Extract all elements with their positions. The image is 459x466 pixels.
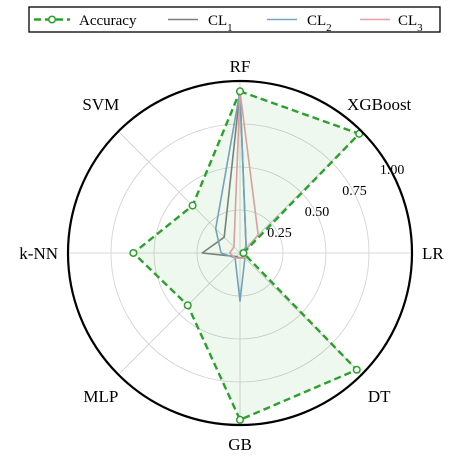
legend-entry-accuracy: Accuracy: [34, 13, 137, 29]
axis-label-gb: GB: [228, 435, 252, 454]
legend-entry-cl3: CL3: [360, 13, 423, 34]
axis-label-k-nn: k-NN: [19, 244, 58, 263]
legend: Accuracy CL1 CL2 CL3: [28, 6, 441, 34]
series-layer: [66, 79, 414, 427]
series-cl3: [228, 90, 259, 259]
accuracy-point-k-nn: [129, 248, 138, 258]
legend-label: CL1: [208, 13, 233, 34]
axis-label-svm: SVM: [82, 95, 119, 114]
axis-label-xgboost: XGBoost: [347, 95, 412, 114]
legend-label: CL3: [398, 13, 423, 34]
radial-tick-label: 0.50: [305, 205, 330, 220]
line-cl3: [228, 90, 259, 259]
spoke-5: [118, 252, 241, 375]
accuracy-line: [132, 90, 361, 421]
axis-labels: 0.25 0.50 0.75 1.00 RF XGBoost LR DT GB MLP k-NN SV…: [19, 57, 444, 454]
accuracy-point-rf: [235, 87, 245, 96]
accuracy-point-mlp: [183, 301, 192, 310]
radial-tick-label: 0.75: [342, 184, 367, 199]
axis-label-rf: RF: [230, 57, 251, 76]
legend-entry-cl1: CL1: [168, 13, 233, 34]
accuracy-area: [133, 91, 360, 420]
radial-tick-label: 1.00: [380, 163, 405, 178]
legend-label: Accuracy: [79, 13, 137, 29]
accuracy-point-gb: [235, 415, 245, 424]
accuracy-point-dt: [352, 365, 361, 374]
radial-tick-label: 0.25: [267, 226, 292, 241]
legend-entry-cl2: CL2: [267, 13, 332, 34]
accuracy-point-svm: [188, 201, 197, 210]
legend-label: CL2: [307, 13, 332, 34]
axis-label-mlp: MLP: [83, 387, 118, 406]
axis-label-dt: DT: [368, 387, 391, 406]
series-accuracy: [129, 87, 364, 424]
series-cl2: [214, 90, 247, 302]
outer-frame: [66, 79, 414, 427]
legend-marker: [47, 15, 57, 24]
axis-label-lr: LR: [422, 244, 444, 263]
line-cl2: [214, 90, 247, 302]
accuracy-point-lr: [239, 248, 248, 258]
spoke-7: [118, 131, 241, 254]
